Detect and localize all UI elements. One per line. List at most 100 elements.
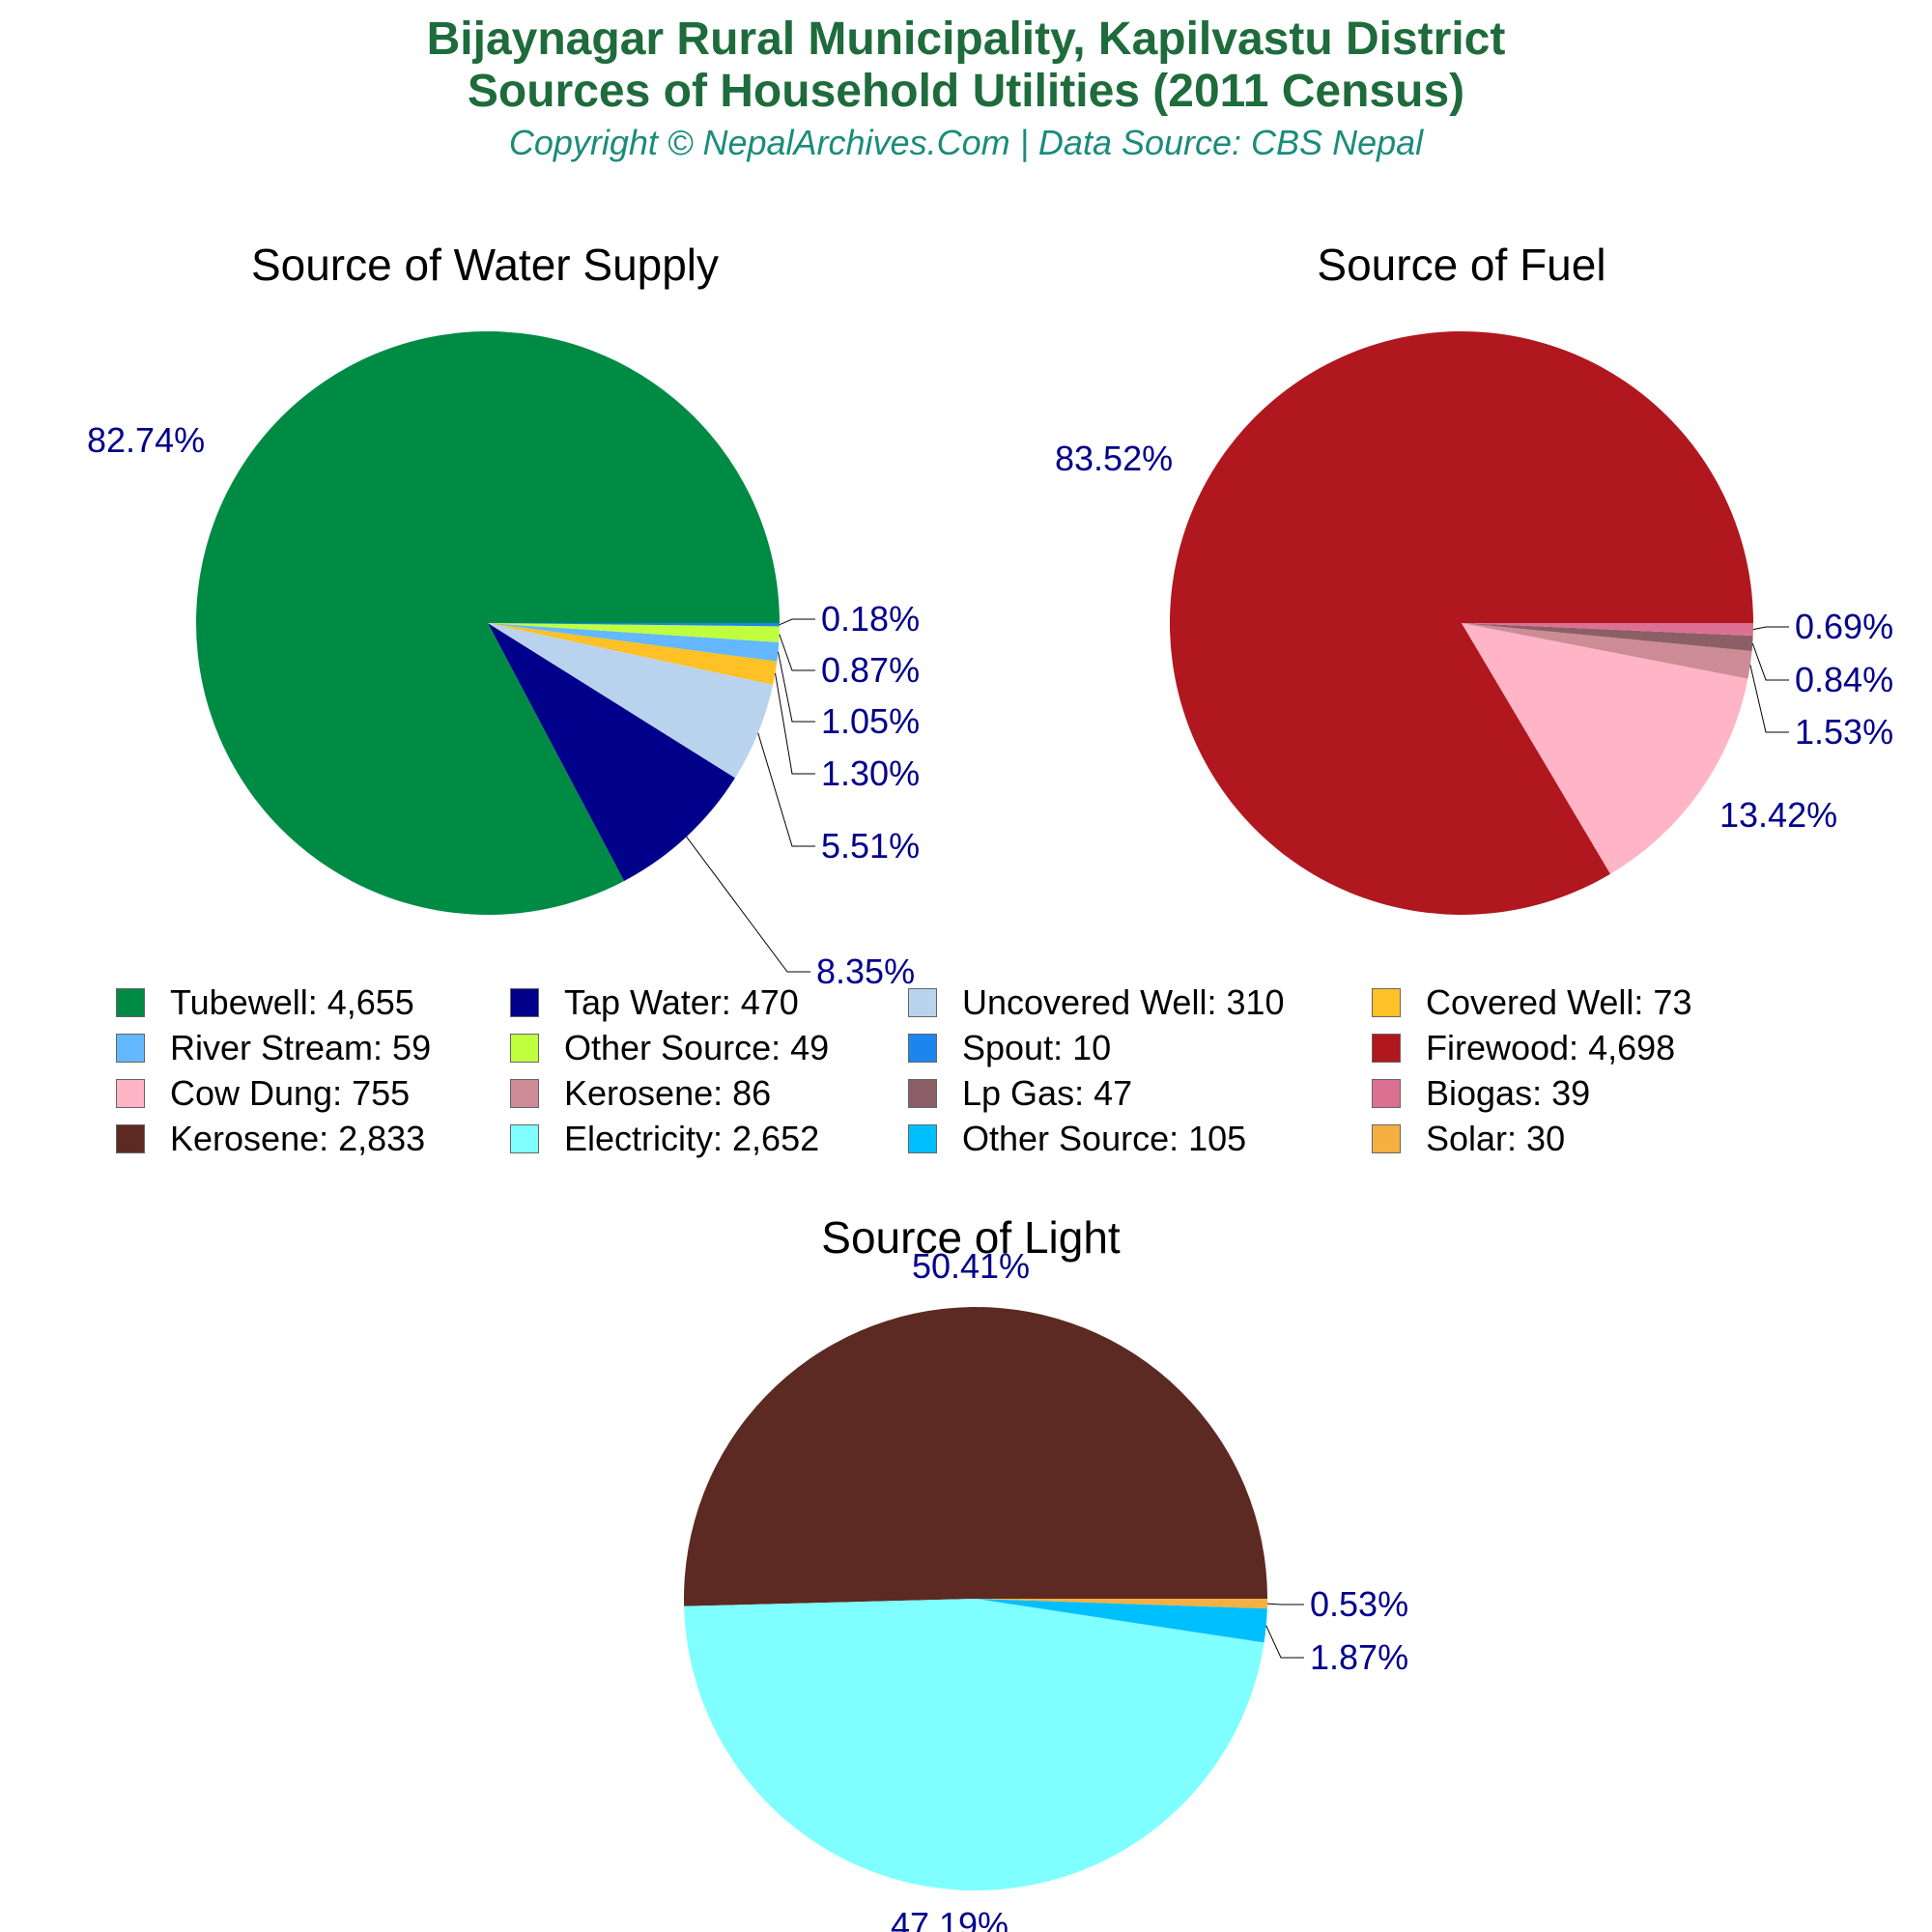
legend-item: Uncovered Well: 310 xyxy=(908,981,1285,1024)
pie-slice-source-of-fuel-kerosene xyxy=(1462,623,1752,679)
legend-swatch xyxy=(510,1079,539,1108)
legend-swatch xyxy=(1372,1079,1401,1108)
legend-label: Other Source: 105 xyxy=(962,1119,1247,1158)
main-title-line-1: Bijaynagar Rural Municipality, Kapilvast… xyxy=(426,14,1506,65)
percent-label-source-of-water-supply-river-stream: 1.05% xyxy=(821,701,920,741)
legend-swatch xyxy=(908,1034,937,1063)
legend-swatch xyxy=(116,1124,145,1153)
leader-line-source-of-light-other-source xyxy=(1265,1625,1304,1659)
pie-slice-source-of-water-supply-other-source xyxy=(488,623,780,642)
legend-label: Kerosene: 86 xyxy=(564,1073,772,1113)
legend-item: Spout: 10 xyxy=(908,1027,1111,1069)
pie-source-of-water-supply: 82.74% 8.35% 5.51% 1.30% 1.05% 0.87% 0.18% Sour… xyxy=(87,240,920,991)
legend-item: Kerosene: 2,833 xyxy=(116,1118,425,1160)
leader-line-source-of-fuel-kerosene xyxy=(1749,665,1789,733)
legend-label: River Stream: 59 xyxy=(170,1028,432,1067)
legend-item: Biogas: 39 xyxy=(1372,1072,1590,1115)
leader-line-source-of-water-supply-tap-water xyxy=(686,836,810,973)
percent-label-source-of-water-supply-other-source: 0.87% xyxy=(821,650,920,690)
main-title-line-2: Sources of Household Utilities (2011 Cen… xyxy=(467,66,1465,117)
leader-line-source-of-water-supply-uncovered-well xyxy=(757,732,815,847)
legend-swatch xyxy=(510,1124,539,1153)
legend-item: Kerosene: 86 xyxy=(510,1072,771,1115)
legend-item: Covered Well: 73 xyxy=(1372,981,1691,1024)
legend-item: Firewood: 4,698 xyxy=(1372,1027,1675,1069)
legend-label: Tap Water: 470 xyxy=(564,982,799,1022)
percent-label-source-of-light-electricity: 47.19% xyxy=(891,1905,1009,1932)
pie-slice-source-of-water-supply-spout xyxy=(488,623,780,627)
percent-label-source-of-water-supply-tap-water: 8.35% xyxy=(816,952,915,991)
leader-line-source-of-water-supply-river-stream xyxy=(778,651,815,723)
legend-label: Firewood: 4,698 xyxy=(1426,1028,1676,1067)
pie-source-of-light: 50.41% 47.19% 1.87% 0.53% Source of Light xyxy=(684,1212,1408,1932)
legend-swatch xyxy=(1372,988,1401,1017)
pie-slice-source-of-fuel-lp-gas xyxy=(1462,623,1753,651)
legend-label: Uncovered Well: 310 xyxy=(962,982,1285,1022)
legend-swatch xyxy=(116,988,145,1017)
pie-source-of-fuel: 83.52% 13.42% 1.53% 0.84% 0.69% Source of Fue… xyxy=(1055,240,1893,916)
legend-item: Solar: 30 xyxy=(1372,1118,1565,1160)
leader-line-source-of-water-supply-spout xyxy=(779,618,815,626)
legend-swatch xyxy=(116,1034,145,1063)
legend-label: Tubewell: 4,655 xyxy=(170,982,414,1022)
legend-item: Electricity: 2,652 xyxy=(510,1118,819,1160)
copyright-subtitle: Copyright © NepalArchives.Com | Data Sou… xyxy=(508,123,1424,162)
percent-label-source-of-water-supply-uncovered-well: 5.51% xyxy=(821,826,920,866)
legend-swatch xyxy=(510,988,539,1017)
legend-label: Electricity: 2,652 xyxy=(564,1119,820,1158)
percent-label-source-of-water-supply-spout: 0.18% xyxy=(821,599,920,639)
percent-label-source-of-light-other-source: 1.87% xyxy=(1310,1637,1408,1677)
pie-slice-source-of-fuel-biogas xyxy=(1462,623,1753,637)
pie-slice-source-of-light-electricity xyxy=(684,1599,1264,1891)
leader-line-source-of-fuel-lp-gas xyxy=(1751,642,1789,681)
legend-item: Lp Gas: 47 xyxy=(908,1072,1132,1115)
legend-label: Covered Well: 73 xyxy=(1426,982,1692,1022)
pie-title-source-of-light: Source of Light xyxy=(821,1212,1121,1263)
pie-slice-source-of-fuel-cow-dung xyxy=(1462,623,1748,874)
percent-label-source-of-water-supply-covered-well: 1.30% xyxy=(821,753,920,793)
pie-slice-source-of-light-other-source xyxy=(976,1599,1267,1643)
percent-label-source-of-fuel-firewood: 83.52% xyxy=(1055,439,1173,478)
legend-swatch xyxy=(116,1079,145,1108)
pie-slice-source-of-water-supply-covered-well xyxy=(488,623,778,685)
legend-item: Tubewell: 4,655 xyxy=(116,981,414,1024)
legend-item: Other Source: 105 xyxy=(908,1118,1246,1160)
pie-title-source-of-water-supply: Source of Water Supply xyxy=(251,240,719,290)
legend-label: Lp Gas: 47 xyxy=(962,1073,1133,1113)
legend-item: Other Source: 49 xyxy=(510,1027,829,1069)
legend-swatch xyxy=(1372,1124,1401,1153)
legend-swatch xyxy=(908,1079,937,1108)
pie-slice-source-of-water-supply-uncovered-well xyxy=(488,623,774,779)
pie-slice-source-of-light-kerosene xyxy=(684,1306,1267,1606)
leader-line-source-of-fuel-biogas xyxy=(1752,626,1789,631)
chart-header: Bijaynagar Rural Municipality, Kapilvast… xyxy=(0,14,1932,166)
legend-swatch xyxy=(1372,1034,1401,1063)
legend-label: Cow Dung: 755 xyxy=(170,1073,411,1113)
leader-line-source-of-water-supply-other-source xyxy=(779,634,815,671)
legend-swatch xyxy=(908,988,937,1017)
pie-slice-source-of-light-solar xyxy=(976,1599,1267,1609)
legend-label: Solar: 30 xyxy=(1426,1119,1566,1158)
percent-label-source-of-fuel-lp-gas: 0.84% xyxy=(1795,660,1893,699)
pie-slice-source-of-water-supply-tap-water xyxy=(488,623,735,881)
leader-line-source-of-water-supply-covered-well xyxy=(775,672,815,775)
legend-swatch xyxy=(510,1034,539,1063)
legend-swatch xyxy=(908,1124,937,1153)
percent-label-source-of-fuel-kerosene: 1.53% xyxy=(1795,712,1893,752)
pie-slice-source-of-water-supply-river-stream xyxy=(488,623,780,662)
percent-label-source-of-fuel-biogas: 0.69% xyxy=(1795,607,1893,646)
pie-title-source-of-fuel: Source of Fuel xyxy=(1317,240,1605,290)
legend-label: Biogas: 39 xyxy=(1426,1073,1591,1113)
percent-label-source-of-light-kerosene: 50.41% xyxy=(912,1246,1030,1286)
legend-item: Tap Water: 470 xyxy=(510,981,799,1024)
percent-label-source-of-water-supply-tubewell: 82.74% xyxy=(87,420,205,460)
legend-label: Kerosene: 2,833 xyxy=(170,1119,426,1158)
leader-line-source-of-light-solar xyxy=(1266,1603,1304,1605)
legend-label: Other Source: 49 xyxy=(564,1028,830,1067)
pie-slice-source-of-fuel-firewood xyxy=(1170,331,1753,916)
legend-item: Cow Dung: 755 xyxy=(116,1072,410,1115)
percent-label-source-of-fuel-cow-dung: 13.42% xyxy=(1719,795,1837,835)
legend-item: River Stream: 59 xyxy=(116,1027,431,1069)
percent-label-source-of-light-solar: 0.53% xyxy=(1310,1584,1408,1624)
